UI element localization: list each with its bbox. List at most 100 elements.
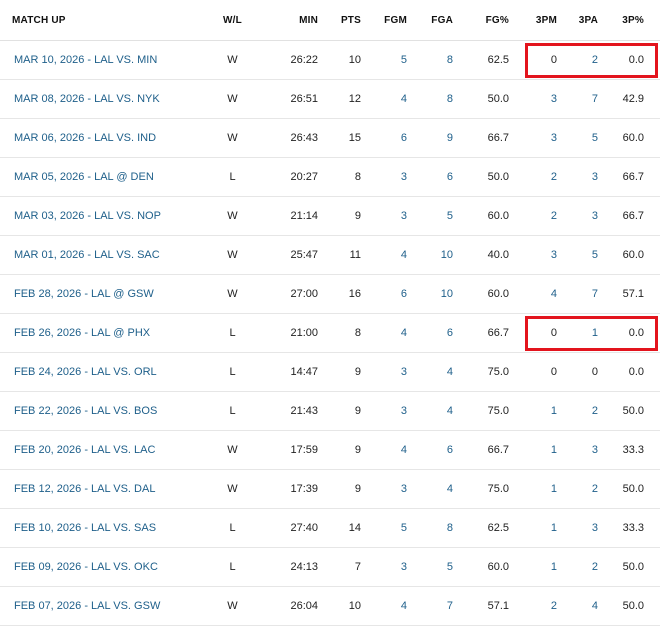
match-up-link[interactable]: MAR 03, 2026 - LAL VS. NOP — [14, 210, 161, 222]
match-up-link[interactable]: FEB 24, 2026 - LAL VS. ORL — [14, 366, 157, 378]
fgm-link[interactable]: 4 — [400, 249, 407, 261]
match-up-link[interactable]: FEB 26, 2026 - LAL @ PHX — [14, 327, 151, 339]
fgm-link[interactable]: 4 — [400, 600, 407, 612]
column-header-pts[interactable]: PTS — [340, 14, 361, 26]
3pa-link[interactable]: 5 — [591, 249, 598, 261]
3pa-link[interactable]: 3 — [591, 522, 598, 534]
fga-link[interactable]: 4 — [446, 483, 453, 495]
fg-pct-cell: 75.0 — [487, 483, 509, 495]
column-header-fgm[interactable]: FGM — [384, 14, 407, 26]
3pa-link[interactable]: 2 — [591, 54, 598, 66]
column-header-match-up[interactable]: MATCH UP — [12, 14, 66, 26]
fga-link[interactable]: 4 — [446, 405, 453, 417]
match-up-link[interactable]: MAR 01, 2026 - LAL VS. SAC — [14, 249, 160, 261]
fgm-link[interactable]: 3 — [400, 366, 407, 378]
3pm-link[interactable]: 1 — [550, 522, 557, 534]
3pa-link[interactable]: 3 — [591, 444, 598, 456]
points-cell: 7 — [354, 561, 361, 573]
fgm-link[interactable]: 6 — [400, 288, 407, 300]
column-header-3pm[interactable]: 3PM — [535, 14, 557, 26]
minutes-cell: 27:00 — [290, 288, 318, 300]
fgm-link[interactable]: 4 — [400, 444, 407, 456]
3pm-link[interactable]: 4 — [550, 288, 557, 300]
column-header-min[interactable]: MIN — [299, 14, 318, 26]
fga-link[interactable]: 6 — [446, 327, 453, 339]
fg-pct-cell: 57.1 — [487, 600, 509, 612]
column-header-fg-pct[interactable]: FG% — [485, 14, 509, 26]
3pm-link[interactable]: 0 — [550, 366, 557, 378]
fga-link[interactable]: 10 — [440, 288, 453, 300]
match-up-link[interactable]: MAR 05, 2026 - LAL @ DEN — [14, 171, 154, 183]
3pa-link[interactable]: 1 — [591, 327, 598, 339]
3pm-link[interactable]: 2 — [550, 600, 557, 612]
3pa-link[interactable]: 0 — [591, 366, 598, 378]
column-header-wl[interactable]: W/L — [223, 14, 242, 26]
fga-link[interactable]: 9 — [446, 132, 453, 144]
fga-link[interactable]: 10 — [440, 249, 453, 261]
match-up-link[interactable]: FEB 09, 2026 - LAL VS. OKC — [14, 561, 158, 573]
3pm-link[interactable]: 0 — [550, 327, 557, 339]
3pa-link[interactable]: 3 — [591, 210, 598, 222]
3pm-link[interactable]: 3 — [550, 93, 557, 105]
3pa-link[interactable]: 2 — [591, 483, 598, 495]
fga-link[interactable]: 5 — [446, 210, 453, 222]
minutes-cell: 26:43 — [290, 132, 318, 144]
fg-pct-cell: 50.0 — [487, 93, 509, 105]
3pm-link[interactable]: 3 — [550, 249, 557, 261]
fgm-link[interactable]: 5 — [400, 54, 407, 66]
3pm-link[interactable]: 3 — [550, 132, 557, 144]
minutes-cell: 17:59 — [290, 444, 318, 456]
3pm-link[interactable]: 2 — [550, 210, 557, 222]
3pa-link[interactable]: 7 — [591, 93, 598, 105]
fgm-link[interactable]: 5 — [400, 522, 407, 534]
fgm-link[interactable]: 3 — [400, 561, 407, 573]
match-up-link[interactable]: MAR 10, 2026 - LAL VS. MIN — [14, 54, 158, 66]
fgm-link[interactable]: 6 — [400, 132, 407, 144]
minutes-cell: 20:27 — [290, 171, 318, 183]
points-cell: 9 — [354, 366, 361, 378]
3pa-link[interactable]: 4 — [591, 600, 598, 612]
column-header-3p-pct[interactable]: 3P% — [622, 14, 644, 26]
match-up-link[interactable]: FEB 22, 2026 - LAL VS. BOS — [14, 405, 158, 417]
match-up-link[interactable]: FEB 10, 2026 - LAL VS. SAS — [14, 522, 157, 534]
fgm-link[interactable]: 3 — [400, 483, 407, 495]
column-header-fga[interactable]: FGA — [431, 14, 453, 26]
3pa-link[interactable]: 2 — [591, 405, 598, 417]
fgm-link[interactable]: 3 — [400, 171, 407, 183]
fgm-link[interactable]: 3 — [400, 405, 407, 417]
3pm-link[interactable]: 1 — [550, 405, 557, 417]
fga-link[interactable]: 8 — [446, 93, 453, 105]
match-up-link[interactable]: MAR 06, 2026 - LAL VS. IND — [14, 132, 157, 144]
3p-pct-cell: 33.3 — [622, 522, 644, 534]
3pa-link[interactable]: 5 — [591, 132, 598, 144]
match-up-link[interactable]: FEB 20, 2026 - LAL VS. LAC — [14, 444, 156, 456]
fga-link[interactable]: 4 — [446, 366, 453, 378]
fg-pct-cell: 62.5 — [487, 54, 509, 66]
fga-link[interactable]: 8 — [446, 522, 453, 534]
fga-link[interactable]: 5 — [446, 561, 453, 573]
match-up-link[interactable]: FEB 07, 2026 - LAL VS. GSW — [14, 600, 161, 612]
3pm-link[interactable]: 1 — [550, 483, 557, 495]
3pm-link[interactable]: 0 — [550, 54, 557, 66]
fgm-link[interactable]: 4 — [400, 327, 407, 339]
match-up-link[interactable]: FEB 12, 2026 - LAL VS. DAL — [14, 483, 156, 495]
match-up-link[interactable]: MAR 08, 2026 - LAL VS. NYK — [14, 93, 160, 105]
fga-link[interactable]: 8 — [446, 54, 453, 66]
3pa-link[interactable]: 3 — [591, 171, 598, 183]
3pm-link[interactable]: 2 — [550, 171, 557, 183]
column-header-3pa[interactable]: 3PA — [578, 14, 598, 26]
fga-link[interactable]: 7 — [446, 600, 453, 612]
fg-pct-cell: 75.0 — [487, 405, 509, 417]
table-row: FEB 24, 2026 - LAL VS. ORL L 14:47 9 3 4 75.0 0… — [0, 353, 660, 392]
3pa-link[interactable]: 7 — [591, 288, 598, 300]
3pa-link[interactable]: 2 — [591, 561, 598, 573]
win-loss-cell: W — [227, 444, 238, 456]
fga-link[interactable]: 6 — [446, 444, 453, 456]
fgm-link[interactable]: 4 — [400, 93, 407, 105]
3pm-link[interactable]: 1 — [550, 561, 557, 573]
fgm-link[interactable]: 3 — [400, 210, 407, 222]
3pm-link[interactable]: 1 — [550, 444, 557, 456]
match-up-link[interactable]: FEB 28, 2026 - LAL @ GSW — [14, 288, 154, 300]
fga-link[interactable]: 6 — [446, 171, 453, 183]
3p-pct-cell: 50.0 — [622, 600, 644, 612]
